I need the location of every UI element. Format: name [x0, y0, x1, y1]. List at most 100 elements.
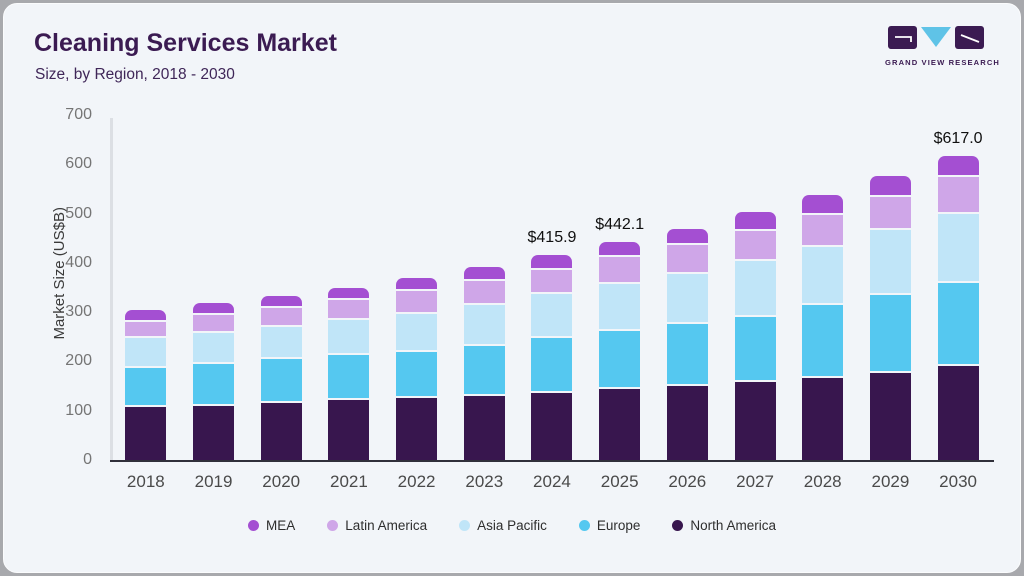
x-axis-tick-labels: 2018 2019 2020 2021 2022 2023 2024 2025 2026 2027… [112, 472, 992, 492]
bar-2029 [857, 115, 924, 460]
x-tick-2022: 2022 [397, 472, 436, 491]
bar-2020-segment-mea [260, 295, 302, 308]
bar-2024-segment-latin-america [531, 269, 573, 294]
x-tick-2030: 2030 [939, 472, 977, 491]
bar-2020-segment-europe [260, 358, 302, 403]
plot-area: $415.9 $442.1 $617.0 [110, 115, 994, 462]
bar-2023-segment-north-america [463, 395, 505, 460]
value-label-2024: $415.9 [527, 229, 577, 247]
bar-2030-segment-mea [937, 155, 979, 178]
bar-stack-2028 [802, 195, 844, 460]
legend-dot-north-america [672, 520, 684, 531]
bar-2024: $415.9 [518, 115, 585, 460]
bar-2028-segment-asia-pacific [802, 246, 844, 306]
legend-item-north-america: North America [672, 518, 776, 533]
x-tick-2026: 2026 [668, 472, 707, 491]
bar-2018-segment-mea [125, 309, 167, 322]
bar-2026-segment-north-america [666, 386, 708, 460]
bar-2021-segment-north-america [328, 400, 370, 460]
legend-label-latin-america: Latin America [345, 518, 428, 533]
y-tick-300: 300 [65, 303, 92, 321]
x-tick-2025: 2025 [600, 472, 639, 491]
bar-2020-segment-asia-pacific [260, 327, 302, 359]
bar-2027-segment-asia-pacific [734, 260, 776, 317]
x-tick-2028: 2028 [803, 472, 842, 491]
bar-2022 [383, 115, 450, 460]
legend-item-mea: MEA [248, 518, 295, 533]
bar-2027 [722, 115, 789, 460]
bar-2024-segment-mea [531, 255, 573, 270]
bar-2018-segment-europe [125, 367, 167, 408]
bar-2030-segment-asia-pacific [937, 213, 979, 283]
legend-label-europe: Europe [596, 518, 641, 533]
bar-stack-2022 [396, 277, 438, 460]
bar-2025-segment-latin-america [599, 256, 641, 284]
y-axis-line [110, 118, 113, 460]
bar-2019-segment-asia-pacific [193, 332, 235, 365]
bar-group: $415.9 $442.1 $617.0 [112, 115, 992, 460]
bar-2029-segment-mea [869, 176, 911, 197]
bar-stack-2026 [666, 228, 708, 460]
bar-2024-segment-north-america [531, 393, 573, 460]
bar-2028-segment-mea [802, 195, 844, 215]
y-tick-600: 600 [65, 155, 92, 173]
legend-item-europe: Europe [578, 518, 641, 533]
bar-2027-segment-europe [734, 316, 776, 382]
bar-2023-segment-mea [463, 266, 505, 281]
bar-2027-segment-latin-america [734, 231, 776, 261]
y-tick-100: 100 [65, 401, 92, 419]
y-tick-500: 500 [65, 204, 92, 222]
bar-2022-segment-europe [396, 351, 438, 399]
page-subtitle: Size, by Region, 2018 - 2030 [35, 66, 235, 83]
bar-2029-segment-north-america [869, 373, 911, 460]
legend-label-north-america: North America [690, 518, 776, 533]
bar-2020-segment-north-america [260, 402, 302, 460]
bar-stack-2023 [463, 266, 505, 460]
bar-2029-segment-asia-pacific [869, 230, 911, 296]
value-label-2025: $442.1 [595, 216, 645, 234]
bar-2019-segment-north-america [193, 405, 235, 460]
bar-2019 [180, 115, 247, 460]
bar-2024-segment-europe [531, 338, 573, 394]
bar-2022-segment-asia-pacific [396, 313, 438, 352]
bar-stack-2020 [260, 295, 302, 460]
legend-label-mea: MEA [266, 518, 296, 533]
bar-2018-segment-asia-pacific [125, 338, 167, 368]
bar-2018-segment-north-america [125, 407, 167, 460]
bar-2019-segment-europe [193, 364, 235, 406]
bar-stack-2027 [734, 212, 776, 460]
bar-2028-segment-latin-america [802, 214, 844, 247]
bar-2025-segment-north-america [599, 388, 641, 460]
bar-2021-segment-asia-pacific [328, 320, 370, 356]
legend-dot-asia-pacific [459, 520, 471, 531]
bar-2025-segment-europe [599, 330, 641, 389]
bar-stack-2019 [193, 303, 235, 460]
bar-2025-segment-mea [599, 242, 641, 257]
bar-2026-segment-latin-america [666, 245, 708, 274]
bar-2026 [654, 115, 721, 460]
legend-item-asia-pacific: Asia Pacific [459, 518, 547, 533]
bar-stack-2029 [869, 176, 911, 460]
x-tick-2018: 2018 [126, 472, 165, 491]
bar-2026-segment-mea [666, 228, 708, 246]
bar-2021-segment-latin-america [328, 300, 370, 321]
legend-dot-europe [578, 520, 590, 531]
legend-dot-latin-america [327, 520, 339, 531]
bar-2019-segment-latin-america [193, 314, 235, 333]
bar-2030-segment-latin-america [937, 177, 979, 214]
bar-stack-2025 [599, 242, 641, 460]
bar-2023-segment-latin-america [463, 280, 505, 305]
chart-legend: MEA Latin America Asia Pacific Europe North … [4, 518, 1020, 533]
x-tick-2019: 2019 [194, 472, 233, 491]
x-tick-2027: 2027 [736, 472, 774, 491]
bar-2018 [112, 115, 179, 460]
bar-2025: $442.1 [586, 115, 653, 460]
bar-2022-segment-north-america [396, 398, 438, 460]
bar-2027-segment-north-america [734, 381, 776, 460]
x-tick-2024: 2024 [533, 472, 571, 491]
x-tick-2021: 2021 [329, 472, 368, 491]
gvr-logo-icon [888, 26, 984, 49]
bar-2030-segment-north-america [937, 365, 979, 460]
bar-2021-segment-mea [328, 287, 370, 301]
bar-stack-2030 [937, 155, 979, 460]
